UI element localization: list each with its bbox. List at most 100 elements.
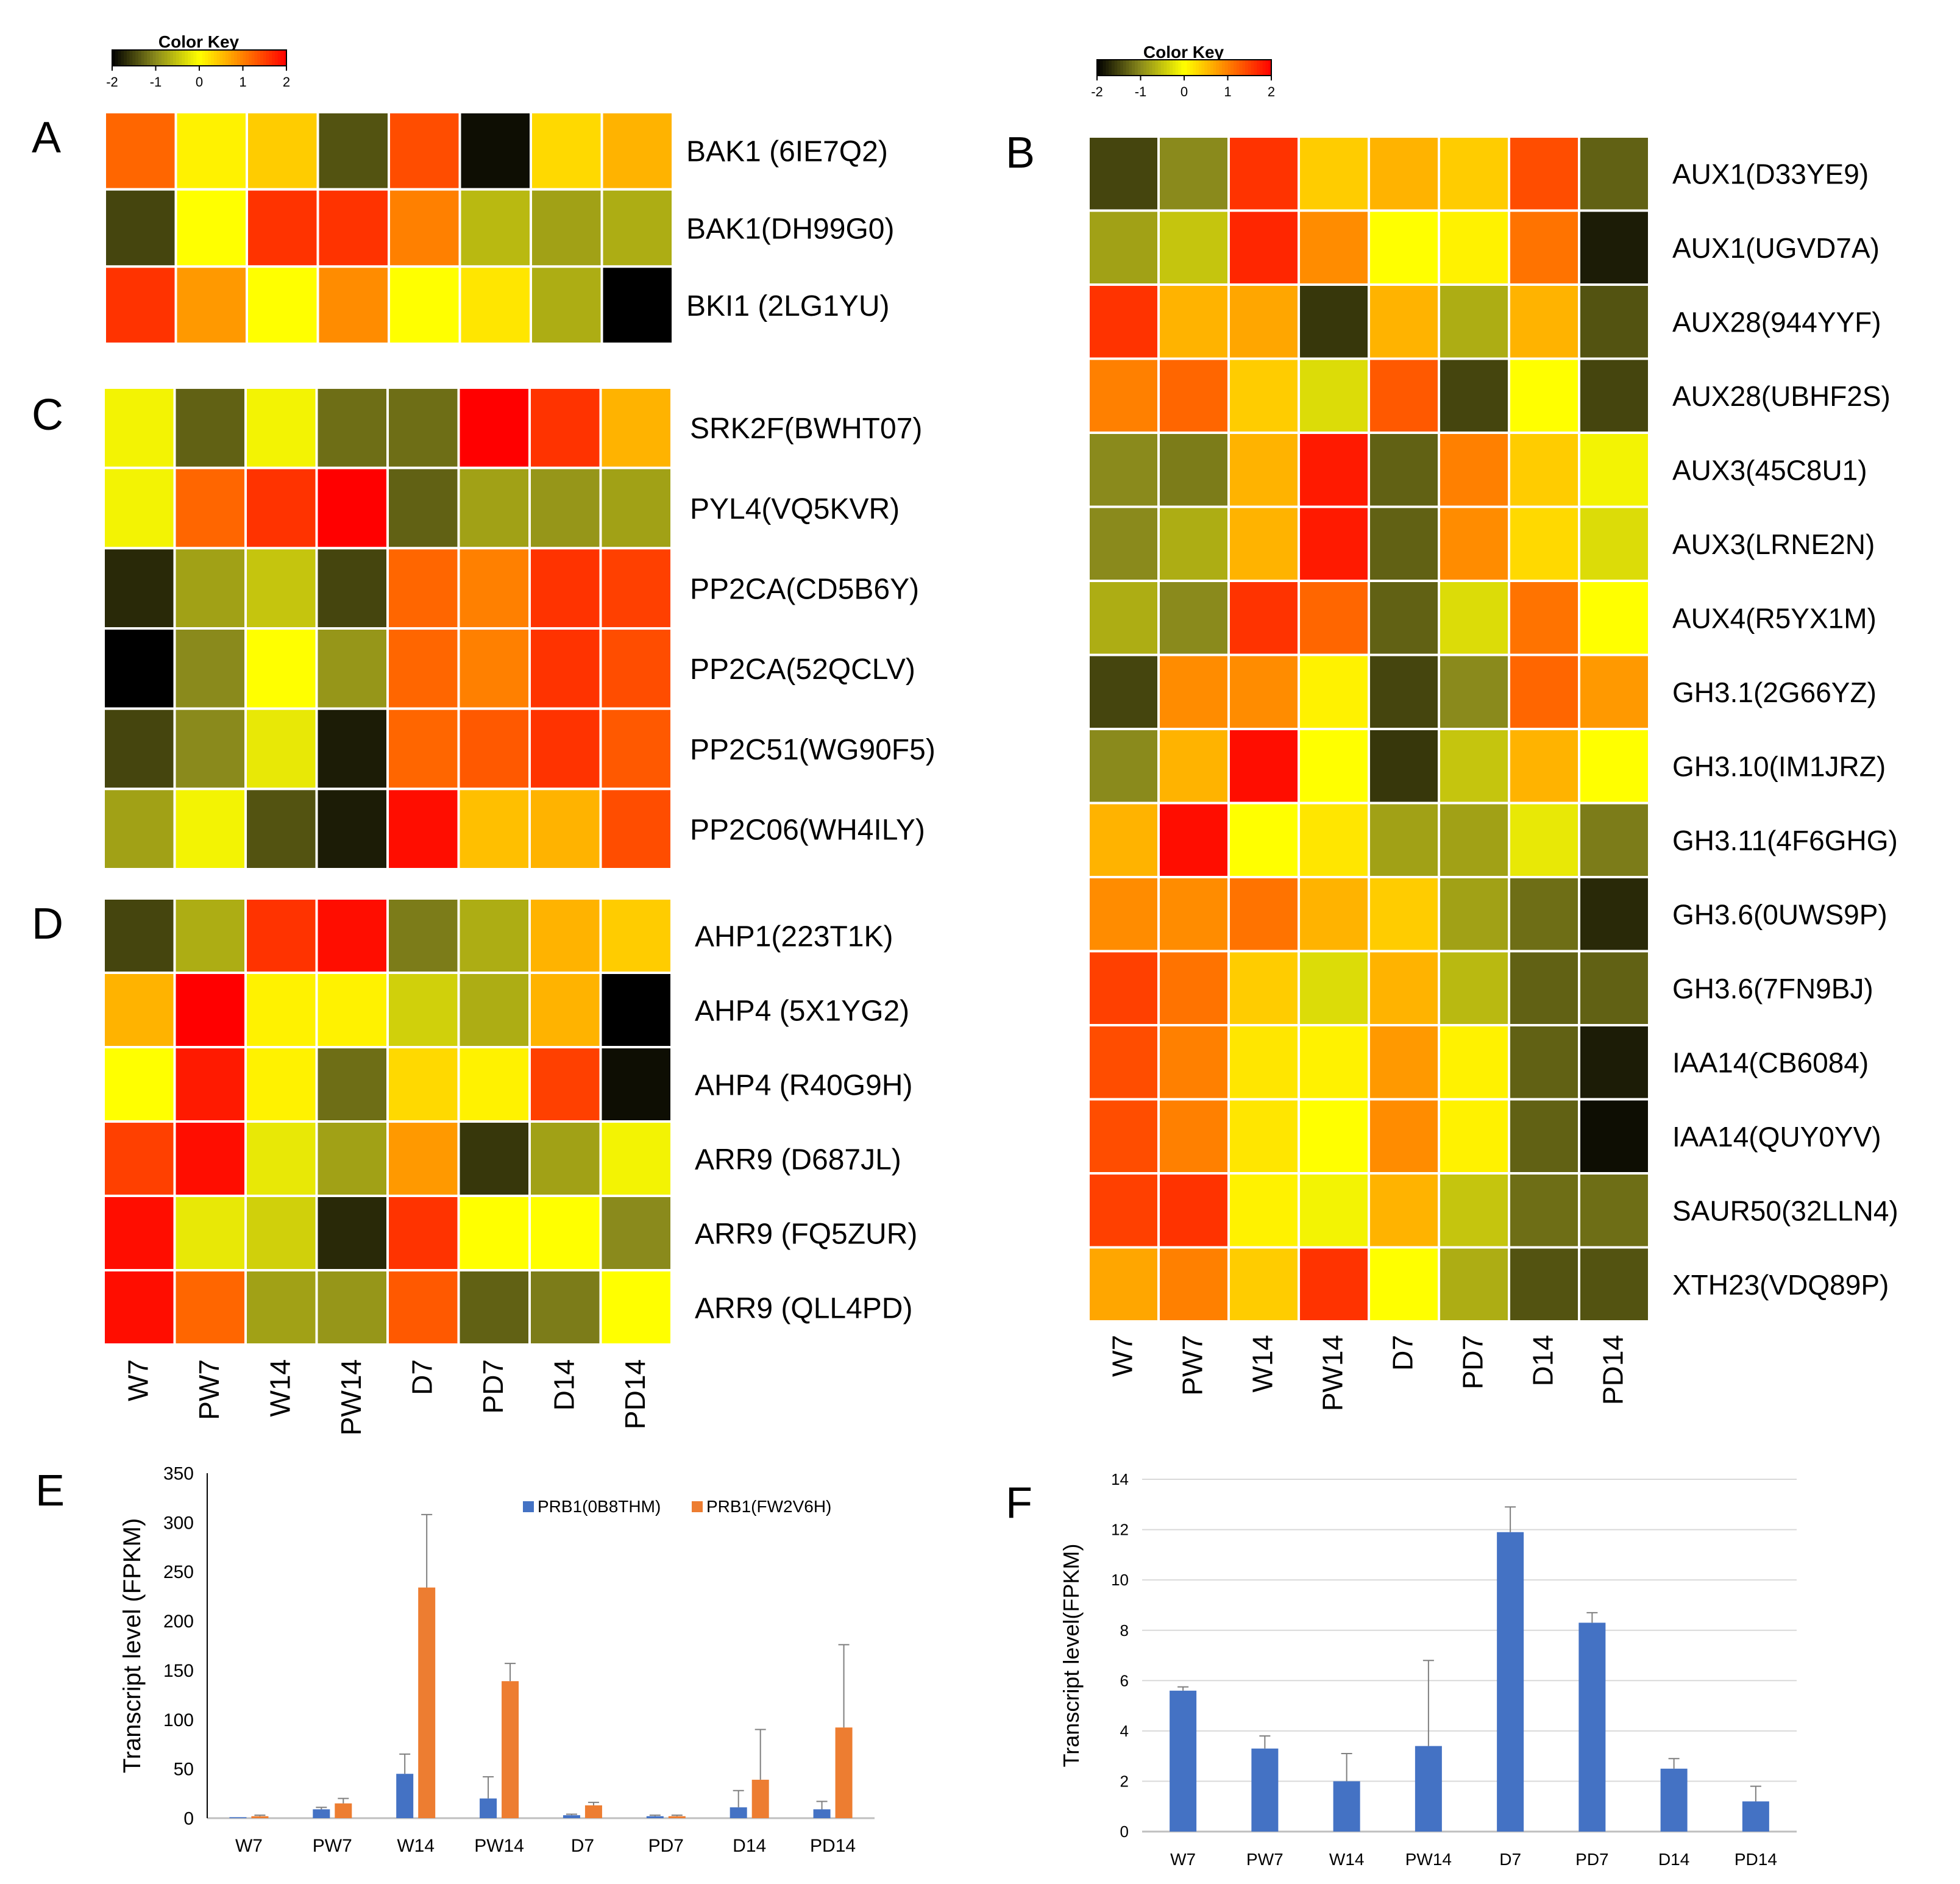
color-key-swatch — [144, 50, 147, 66]
heatmap-cell — [173, 1120, 247, 1197]
heatmap-cell — [386, 466, 460, 550]
color-key-swatch — [1242, 60, 1246, 76]
heatmap-column-label: D7 — [1387, 1335, 1419, 1371]
color-key-swatch — [1193, 60, 1196, 76]
heatmap-cell — [174, 188, 248, 268]
color-key-swatch — [251, 50, 255, 66]
heatmap-row-label: IAA14(CB6084) — [1672, 1047, 1869, 1078]
heatmap-cell — [1578, 432, 1650, 508]
heatmap-cell — [1508, 209, 1580, 286]
x-tick-label: PD7 — [1575, 1850, 1608, 1869]
color-key-swatch — [190, 50, 194, 66]
color-key-swatch — [1102, 60, 1106, 76]
bar — [563, 1815, 580, 1818]
heatmap-cell — [1157, 505, 1230, 582]
heatmap-cell — [386, 386, 460, 469]
color-key-swatch — [196, 50, 200, 66]
color-key-swatch — [1257, 60, 1260, 76]
color-key-swatch — [234, 50, 238, 66]
heatmap-cell — [315, 787, 389, 871]
heatmap-cell — [1438, 1024, 1510, 1101]
color-key-swatch — [1210, 60, 1214, 76]
heatmap-cell — [1087, 135, 1160, 212]
heatmap-cell — [1087, 1246, 1160, 1323]
heatmap-column-label: W7 — [1107, 1335, 1138, 1377]
heatmap-cell — [528, 1046, 602, 1123]
heatmap-cell — [1157, 135, 1230, 212]
y-axis-label: Transcript level (FPKM) — [119, 1518, 146, 1774]
bar — [229, 1817, 247, 1818]
bar — [584, 1805, 602, 1818]
x-tick-label: PW14 — [1405, 1850, 1452, 1869]
heatmap-cell — [1298, 876, 1370, 953]
color-key-swatch — [222, 50, 226, 66]
heatmap-cell — [388, 111, 461, 191]
y-tick-label: 250 — [163, 1562, 194, 1582]
heatmap-cell — [246, 188, 319, 268]
legend-label: PRB1(0B8THM) — [538, 1497, 661, 1516]
heatmap-column-label: D14 — [548, 1359, 580, 1410]
heatmap-row-label: GH3.6(0UWS9P) — [1672, 898, 1887, 930]
heatmap-cell — [1368, 1172, 1440, 1249]
color-key-swatch — [124, 50, 127, 66]
heatmap-cell — [530, 188, 603, 268]
bar — [1170, 1690, 1197, 1832]
heatmap-cell — [1298, 1246, 1370, 1323]
heatmap-cell — [599, 897, 673, 974]
heatmap-cell — [315, 972, 389, 1048]
bar — [751, 1779, 769, 1818]
legend-swatch — [523, 1501, 534, 1512]
color-key-swatch — [1184, 60, 1188, 76]
heatmap-cell — [244, 707, 318, 791]
heatmap-cell — [315, 1046, 389, 1123]
heatmap-cell — [386, 897, 460, 974]
heatmap-cell — [1157, 357, 1230, 434]
heatmap-cell — [1157, 1246, 1230, 1323]
heatmap-cell — [386, 627, 460, 710]
heatmap-cell — [1227, 135, 1300, 212]
heatmap-cell — [1087, 505, 1160, 582]
heatmap-cell — [173, 386, 247, 469]
heatmap-cell — [1087, 1024, 1160, 1101]
color-key-swatch — [1111, 60, 1115, 76]
heatmap-cell — [1578, 876, 1650, 953]
heatmap-cell — [599, 1046, 673, 1123]
heatmap-cell — [386, 972, 460, 1048]
color-key-swatch — [162, 50, 165, 66]
heatmap-cell — [1578, 1024, 1650, 1101]
heatmap-row-label: ARR9 (FQ5ZUR) — [695, 1218, 917, 1250]
color-key-swatch — [1198, 60, 1202, 76]
color-key-swatch — [257, 50, 261, 66]
color-key-swatch — [283, 50, 287, 66]
heatmap-cell — [1438, 1246, 1510, 1323]
color-key-swatch — [228, 50, 232, 66]
heatmap-cell — [1298, 580, 1370, 656]
color-key-swatch — [1196, 60, 1199, 76]
color-key-swatch — [141, 50, 145, 66]
heatmap-cell — [173, 547, 247, 630]
color-key-swatch — [1201, 60, 1205, 76]
heatmap-cell — [1578, 653, 1650, 730]
color-key-swatch — [266, 50, 269, 66]
heatmap-cell — [315, 1269, 389, 1346]
heatmap-cell — [1578, 1098, 1650, 1175]
x-tick-label: PD14 — [1735, 1850, 1777, 1869]
panel-label-d: D — [32, 900, 63, 948]
heatmap-cell — [173, 627, 247, 710]
heatmap-cell — [457, 386, 531, 469]
heatmap-cell — [1087, 209, 1160, 286]
heatmap-row-label: AHP1(223T1K) — [695, 920, 893, 953]
heatmap-cell — [102, 1046, 176, 1123]
bar — [646, 1816, 664, 1818]
x-tick-label: PW14 — [474, 1836, 524, 1856]
color-key-swatch — [211, 50, 215, 66]
heatmap-cell — [1087, 950, 1160, 1026]
heatmap-row-label: BAK1(DH99G0) — [686, 213, 894, 245]
heatmap-cell — [1227, 505, 1300, 582]
heatmap-cell — [104, 111, 177, 191]
heatmap-cell — [386, 1195, 460, 1271]
heatmap-cell — [244, 972, 318, 1048]
y-tick-label: 0 — [183, 1809, 194, 1829]
panel-label-f: F — [1006, 1479, 1032, 1527]
color-key-swatch — [1170, 60, 1173, 76]
